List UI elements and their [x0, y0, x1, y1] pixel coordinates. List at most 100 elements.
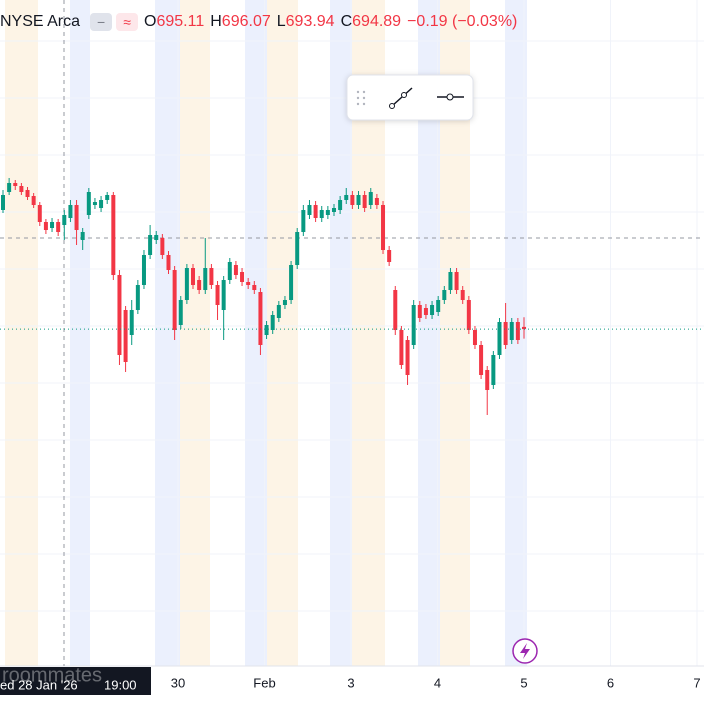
candle-body: [221, 280, 226, 310]
candle-body: [227, 262, 232, 280]
candle-body: [148, 235, 153, 255]
alert-button[interactable]: [512, 638, 538, 664]
crosshair-date: ed 28 Jan '26: [0, 677, 78, 692]
candle-body: [405, 340, 410, 375]
alert-icon: [520, 643, 530, 659]
candle-body: [417, 305, 422, 318]
ohlc-label: H: [210, 13, 222, 30]
candle-body: [491, 355, 496, 385]
candle-body: [141, 255, 146, 285]
candle-body: [485, 370, 490, 390]
candle-body: [362, 195, 367, 208]
candle-body: [240, 272, 245, 282]
candle-body: [111, 195, 116, 275]
trend-line-tool[interactable]: [389, 87, 413, 109]
candle-body: [56, 222, 61, 232]
crosshair-time-box: [0, 667, 151, 695]
session-band: [70, 0, 90, 666]
candle-body: [25, 190, 30, 197]
candle-body: [387, 250, 392, 262]
candle-body: [344, 195, 349, 200]
candle-body: [19, 186, 24, 192]
session-band: [5, 0, 38, 666]
candle-body: [31, 196, 36, 205]
candle-body: [522, 326, 526, 330]
candle-body: [135, 285, 140, 310]
ohlc-label: C: [340, 13, 353, 30]
drawing-toolbar: [346, 74, 474, 121]
candle-body: [430, 305, 435, 315]
session-band: [155, 0, 180, 666]
candle-body: [258, 292, 263, 345]
collapse-icon[interactable]: −: [90, 13, 113, 31]
session-band: [418, 0, 440, 666]
candle-body: [466, 300, 471, 330]
candle-body: [184, 268, 189, 300]
candle-body: [50, 222, 55, 228]
candle-body: [307, 205, 312, 215]
candle-body: [246, 282, 251, 285]
candle-body: [86, 192, 91, 215]
candle-body: [436, 300, 441, 312]
candle-body: [393, 290, 398, 330]
candle-body: [270, 315, 275, 330]
candle-body: [399, 330, 404, 365]
x-tick-label: 3: [347, 675, 354, 690]
candle-body: [215, 285, 220, 305]
candle-body: [289, 265, 294, 300]
drag-handle: [362, 102, 366, 106]
candle-body: [117, 275, 122, 355]
candle-body: [338, 200, 343, 210]
candle-body: [479, 345, 484, 375]
candle-body: [503, 322, 508, 345]
candle-body: [105, 195, 110, 200]
horizontal-ray-tool[interactable]: [437, 93, 464, 101]
ohlc-value: 695.11: [156, 13, 205, 30]
session-band: [180, 0, 210, 666]
session-band: [330, 0, 352, 666]
candle-body: [295, 232, 300, 265]
candle-body: [68, 205, 73, 218]
ohlc: O695.11 H696.07 L693.94 C694.89: [138, 13, 401, 31]
candle-body: [178, 300, 183, 325]
candle-body: [129, 310, 134, 335]
candle-body: [197, 280, 202, 290]
candle-body: [381, 205, 386, 250]
candle-body: [13, 183, 18, 186]
candle-body: [37, 205, 42, 222]
change: −0.19 (−0.03%): [407, 13, 518, 30]
candle-body: [209, 268, 214, 285]
x-tick-label: 4: [434, 675, 441, 690]
candle-body: [454, 272, 459, 290]
compare-icon[interactable]: ≈: [116, 13, 139, 31]
drag-handle: [362, 90, 366, 94]
candle-body: [160, 238, 165, 255]
candle-body: [1, 195, 5, 210]
candle-body: [423, 308, 428, 315]
x-tick-label: 30: [171, 675, 185, 690]
tool-icon: [401, 92, 407, 98]
candle-body: [374, 198, 379, 205]
drag-handle: [356, 96, 360, 100]
ohlc-value: 693.94: [285, 13, 335, 30]
candle-body: [448, 272, 453, 290]
candle-body: [350, 195, 355, 205]
candle-body: [74, 205, 79, 230]
tool-icon: [446, 93, 454, 101]
candle-body: [411, 305, 416, 345]
session-band: [267, 0, 298, 666]
x-tick-label: 6: [607, 675, 614, 690]
tool-icon: [389, 103, 395, 109]
header: NYSE Arca − ≈ O695.11 H696.07 L693.94 C694.…: [0, 10, 517, 34]
x-tick-label: 7: [693, 675, 700, 690]
ohlc-value: 694.89: [352, 13, 402, 30]
session-band: [245, 0, 267, 666]
candle-body: [356, 195, 361, 205]
ohlc-label: O: [144, 13, 157, 30]
ohlc-value: 696.07: [221, 13, 271, 30]
candle-body: [319, 210, 324, 218]
candle-body: [442, 290, 447, 300]
candle-body: [166, 255, 171, 270]
